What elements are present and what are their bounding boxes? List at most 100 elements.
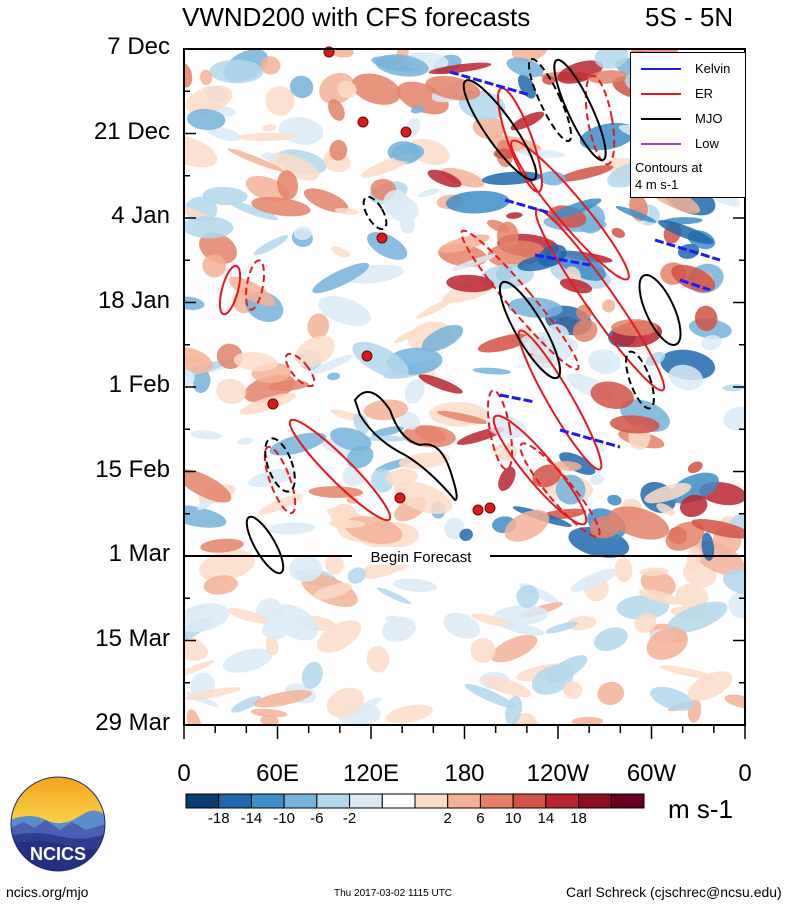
colorbar-swatch — [349, 793, 383, 809]
legend: Kelvin ER MJO Low Contours at 4 m s-1 — [630, 52, 746, 198]
colorbar-swatch — [610, 793, 645, 809]
field-patch — [229, 201, 279, 221]
field-patch — [542, 75, 556, 85]
field-patch — [184, 296, 205, 310]
field-patch — [506, 57, 544, 78]
y-tick-label: 1 Feb — [108, 371, 170, 398]
field-patch — [250, 708, 288, 718]
wave-contour — [517, 329, 603, 471]
field-patch — [397, 410, 421, 430]
field-patch — [470, 638, 496, 663]
field-patch — [206, 126, 242, 142]
wave-contour — [462, 79, 538, 181]
wave-contour — [245, 515, 285, 575]
field-patch — [665, 521, 705, 551]
storm-icon — [400, 126, 412, 138]
field-patch — [644, 483, 692, 504]
field-patch — [657, 220, 714, 245]
field-patch — [607, 494, 622, 506]
logo-text: NCICS — [30, 844, 86, 864]
y-tick-label: 21 Dec — [93, 117, 170, 145]
y-tick-label: 4 Jan — [111, 202, 170, 229]
field-patch — [258, 493, 304, 515]
field-patch — [524, 718, 541, 725]
field-patch — [347, 567, 366, 584]
field-patch — [337, 80, 357, 99]
y-tick-label: 15 Mar — [95, 624, 170, 652]
colorbar-label: -18 — [207, 810, 230, 827]
field-patch — [669, 472, 719, 504]
storm-icon — [361, 350, 373, 362]
field-patch — [615, 205, 657, 223]
field-patch — [200, 538, 244, 553]
storm-icon — [472, 504, 484, 516]
field-patch — [253, 235, 289, 256]
field-patch — [318, 296, 371, 326]
field-patch — [510, 111, 545, 131]
field-patch — [415, 296, 457, 319]
colorbar-label: 14 — [537, 810, 555, 827]
field-patch — [418, 374, 463, 394]
field-patch — [572, 319, 598, 342]
field-patch — [694, 305, 718, 331]
field-patch — [701, 335, 722, 351]
field-patch — [614, 557, 633, 582]
x-tick-label: 60W — [626, 760, 677, 787]
field-patch — [451, 253, 498, 271]
field-patch — [329, 139, 348, 161]
field-patch — [443, 612, 480, 639]
field-patch — [539, 171, 566, 186]
x-tick-label: 120E — [342, 760, 400, 787]
chart-region: 5S - 5N — [645, 2, 734, 32]
wave-contours — [218, 57, 721, 575]
field-patch — [514, 712, 537, 725]
field-patch — [558, 250, 606, 281]
forecast-label: Begin Forecast — [371, 549, 473, 566]
field-patch — [363, 399, 409, 421]
field-patch — [288, 555, 323, 582]
field-patch — [507, 297, 563, 318]
wave-contour — [497, 87, 543, 193]
field-patch — [659, 665, 713, 679]
wave-contour — [584, 74, 616, 166]
field-patch — [421, 324, 464, 352]
field-patch — [538, 244, 567, 267]
x-tick-label: 180 — [444, 760, 485, 787]
field-patch — [192, 369, 211, 393]
field-patch — [675, 583, 709, 610]
field-patch — [313, 582, 353, 600]
field-patch — [639, 567, 669, 576]
field-patch — [365, 435, 407, 442]
field-patch — [516, 584, 539, 608]
field-patch — [392, 578, 438, 593]
field-patch — [425, 75, 481, 101]
field-patch — [459, 528, 473, 541]
colorbar-swatch — [250, 793, 285, 809]
field-patch — [490, 634, 538, 663]
field-patch — [722, 569, 745, 595]
field-patch — [398, 452, 451, 469]
wave-contour — [362, 195, 388, 231]
field-patch — [650, 686, 695, 711]
field-patch — [260, 715, 279, 725]
field-patch — [518, 74, 536, 99]
footer-author: Carl Schreck (cjschrec@ncsu.edu) — [566, 884, 782, 900]
field-patch — [261, 623, 287, 640]
field-patch — [668, 364, 703, 391]
field-patch — [353, 413, 370, 434]
field-patch — [277, 170, 299, 200]
field-patch — [385, 468, 418, 486]
colorbar-unit: m s-1 — [668, 794, 733, 824]
field-patch — [393, 481, 453, 514]
field-patch — [184, 603, 230, 633]
field-patch — [482, 675, 531, 698]
x-tick-label: 0 — [177, 760, 191, 787]
field-patch — [671, 264, 716, 293]
colorbar-label: 10 — [504, 810, 522, 827]
field-patch — [334, 208, 360, 215]
field-patch — [701, 532, 715, 561]
colorbar-label: 6 — [476, 810, 485, 827]
y-tick-label: 1 Mar — [108, 540, 170, 567]
field-patch — [723, 406, 745, 431]
